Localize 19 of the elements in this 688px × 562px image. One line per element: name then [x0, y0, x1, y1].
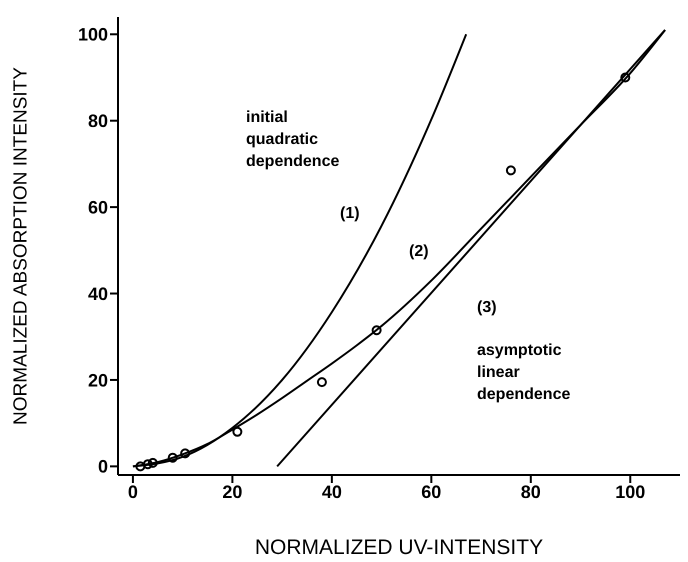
y-tick-label: 0: [98, 456, 108, 477]
x-tick-label: 40: [322, 482, 342, 502]
annotation: (1): [340, 204, 360, 222]
annotation: initial quadratic dependence: [246, 108, 340, 170]
x-tick-label: 60: [421, 482, 442, 502]
x-tick-label: 20: [222, 482, 242, 502]
y-tick-label: 100: [78, 24, 108, 45]
annotation: asymptotic linear dependence: [477, 342, 570, 402]
y-tick-label: 80: [88, 111, 108, 132]
annotation: (2): [409, 242, 429, 260]
x-tick-label: 80: [520, 482, 541, 502]
x-axis-title: NORMALIZED UV-INTENSITY: [254, 536, 544, 559]
y-tick-label: 40: [88, 284, 108, 304]
y-axis-title: NORMALIZED ABSORPTION INTENSITY: [10, 66, 32, 425]
y-tick-label: 20: [88, 370, 108, 390]
x-tick-label: 100: [615, 482, 646, 502]
y-tick-label: 60: [88, 198, 108, 218]
x-tick-label: 0: [128, 482, 138, 502]
annotation: (3): [477, 298, 497, 316]
